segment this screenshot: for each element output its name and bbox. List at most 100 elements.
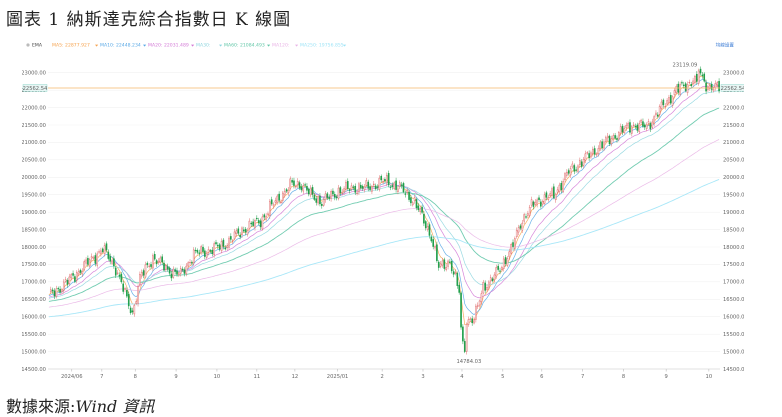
legend-item-6: MA250: 19756.855: [300, 43, 344, 49]
candle-body: [142, 270, 145, 276]
candle-body: [608, 135, 611, 145]
candle-down: [374, 183, 377, 191]
candle-body: [148, 265, 150, 267]
candle-body: [341, 191, 344, 194]
candle-up: [473, 317, 475, 325]
x-tick-label: 7: [100, 374, 103, 380]
x-tick-label: 8: [622, 374, 625, 380]
candle-down: [127, 291, 130, 310]
candle-down: [718, 78, 720, 94]
candle-down: [153, 251, 156, 261]
candle-body: [257, 220, 260, 224]
candle-up: [434, 244, 436, 251]
candle-body: [478, 300, 481, 306]
candle-body: [460, 292, 462, 328]
candle-body: [228, 237, 230, 248]
candle-down: [417, 202, 420, 212]
candle-up: [295, 184, 297, 189]
candle-body: [324, 193, 327, 201]
candle-up: [148, 263, 150, 269]
candle-body: [675, 85, 678, 93]
y-axis-right: 14500.00 15000.00 15500.00 16000.00 16500.00…: [723, 71, 748, 373]
candle-up: [283, 188, 286, 198]
candle-down: [87, 255, 89, 267]
candle-body: [194, 249, 197, 252]
candle-body: [153, 254, 156, 260]
candle-body: [484, 282, 486, 291]
chevron-down-icon: [95, 44, 99, 47]
y-axis-left: 14500.00 15000.00 15500.00 16000.00 16500.00…: [21, 71, 46, 373]
candle-up: [666, 98, 668, 107]
candle-body: [250, 222, 253, 225]
candle-body: [126, 290, 128, 297]
candle-down: [580, 159, 583, 169]
candle-body: [261, 216, 264, 230]
candle-down: [94, 252, 97, 267]
candle-down: [346, 178, 349, 191]
candle-up: [267, 211, 269, 217]
candle-up: [337, 184, 340, 201]
candle-body: [295, 185, 297, 188]
candle-down: [222, 238, 225, 250]
y-tick-right: 20000.00: [723, 175, 744, 181]
x-tick-label: 8: [134, 374, 137, 380]
candle-body: [146, 262, 149, 266]
candle-body: [473, 319, 475, 324]
candle-body: [714, 83, 717, 88]
candle-down: [636, 122, 639, 133]
chart-annotations: 23119.09 14784.03: [457, 63, 698, 366]
candle-body: [107, 251, 110, 259]
candle-down: [113, 255, 115, 269]
candle-body: [697, 70, 700, 84]
candle-up: [467, 316, 470, 327]
candle-body: [573, 165, 576, 172]
candle-up: [528, 204, 531, 218]
candle-body: [127, 293, 130, 307]
candle-up: [144, 261, 147, 279]
candle-down: [126, 287, 128, 299]
candle-up: [135, 298, 137, 306]
candle-up: [623, 125, 626, 135]
candle-body: [398, 182, 401, 188]
candle-body: [252, 221, 254, 226]
y-tick-right: 21500.00: [723, 123, 744, 129]
candle-up: [668, 94, 670, 106]
candle-body: [243, 229, 245, 232]
chart-svg[interactable]: EMA MA5: 22877.927 MA10: 22448.234 MA20: 22…: [21, 34, 748, 382]
candle-down: [669, 92, 672, 106]
candle-down: [710, 81, 713, 93]
candle-up: [116, 270, 119, 276]
candle-down: [644, 122, 646, 131]
candle-body: [309, 187, 312, 196]
candle-body: [434, 245, 436, 249]
candle-body: [215, 242, 217, 245]
candle-body: [467, 319, 470, 325]
candle-body: [49, 289, 52, 293]
candle-body: [582, 158, 585, 166]
candle-down: [684, 81, 687, 93]
candle-up: [345, 179, 347, 193]
x-tick-label: 10: [706, 374, 713, 380]
candle-up: [322, 196, 325, 207]
candle-down: [484, 280, 486, 294]
ma-settings-link[interactable]: 均線設置: [716, 42, 735, 49]
candle-body: [337, 187, 340, 199]
candle-down: [101, 247, 104, 254]
candle-up: [309, 185, 312, 198]
candle-up: [178, 272, 180, 278]
candle-up: [92, 255, 95, 260]
candle-down: [573, 163, 576, 175]
candle-body: [610, 138, 613, 145]
candle-body: [321, 204, 323, 206]
candle-down: [259, 218, 262, 231]
candle-down: [608, 134, 611, 147]
candle-body: [625, 124, 628, 129]
candle-body: [124, 287, 126, 290]
candle-body: [450, 261, 453, 272]
candle-body: [597, 148, 600, 154]
candle-body: [335, 196, 338, 199]
candle-body: [443, 259, 446, 269]
candle-up: [618, 130, 620, 142]
candle-body: [592, 148, 594, 154]
candlestick-chart[interactable]: EMA MA5: 22877.927 MA10: 22448.234 MA20: 22…: [21, 34, 748, 382]
